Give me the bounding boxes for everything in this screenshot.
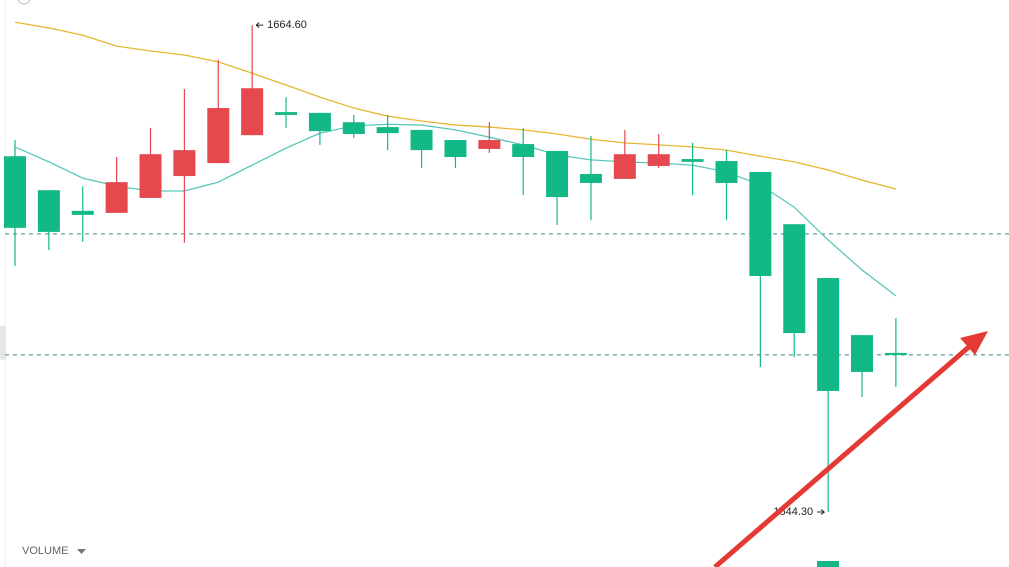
candle-body [342,122,365,134]
candle-body [207,108,230,164]
low-pointer [817,509,826,515]
candle-body [647,154,670,166]
candle-body [241,88,264,136]
candle-body [546,150,569,198]
candle-body [71,210,94,215]
candle-body [613,154,636,179]
candle-body [749,172,772,277]
candle-body [275,112,298,115]
settings-icon[interactable] [17,0,31,5]
candle-body [851,335,873,372]
candle-body [376,127,399,134]
candle-body [308,112,331,132]
arrow-head [960,331,988,355]
moving-average [14,123,897,297]
candle-body [410,129,433,151]
volume-label[interactable]: VOLUME [22,545,68,557]
candle-body [139,154,162,198]
candle-body [579,174,602,183]
candle-body [783,224,806,334]
candle-body [478,140,501,149]
candle-body [173,150,196,177]
panel-handle[interactable] [0,326,6,360]
high-pointer [255,22,264,28]
candle-body [4,156,26,228]
candle-body [105,182,128,213]
volume-bar [817,561,839,567]
candle-body [512,144,535,158]
candle-body [715,161,738,183]
volume-caret[interactable] [77,549,86,554]
candle-body [884,352,907,355]
moving-average [14,21,897,190]
arrow-shaft [713,344,972,567]
high-label: 1664.60 [267,19,307,31]
red-arrow [713,331,988,567]
candle-body [681,159,704,162]
candle-body [817,278,840,391]
candle-body [444,140,467,158]
candle-body [37,190,60,232]
